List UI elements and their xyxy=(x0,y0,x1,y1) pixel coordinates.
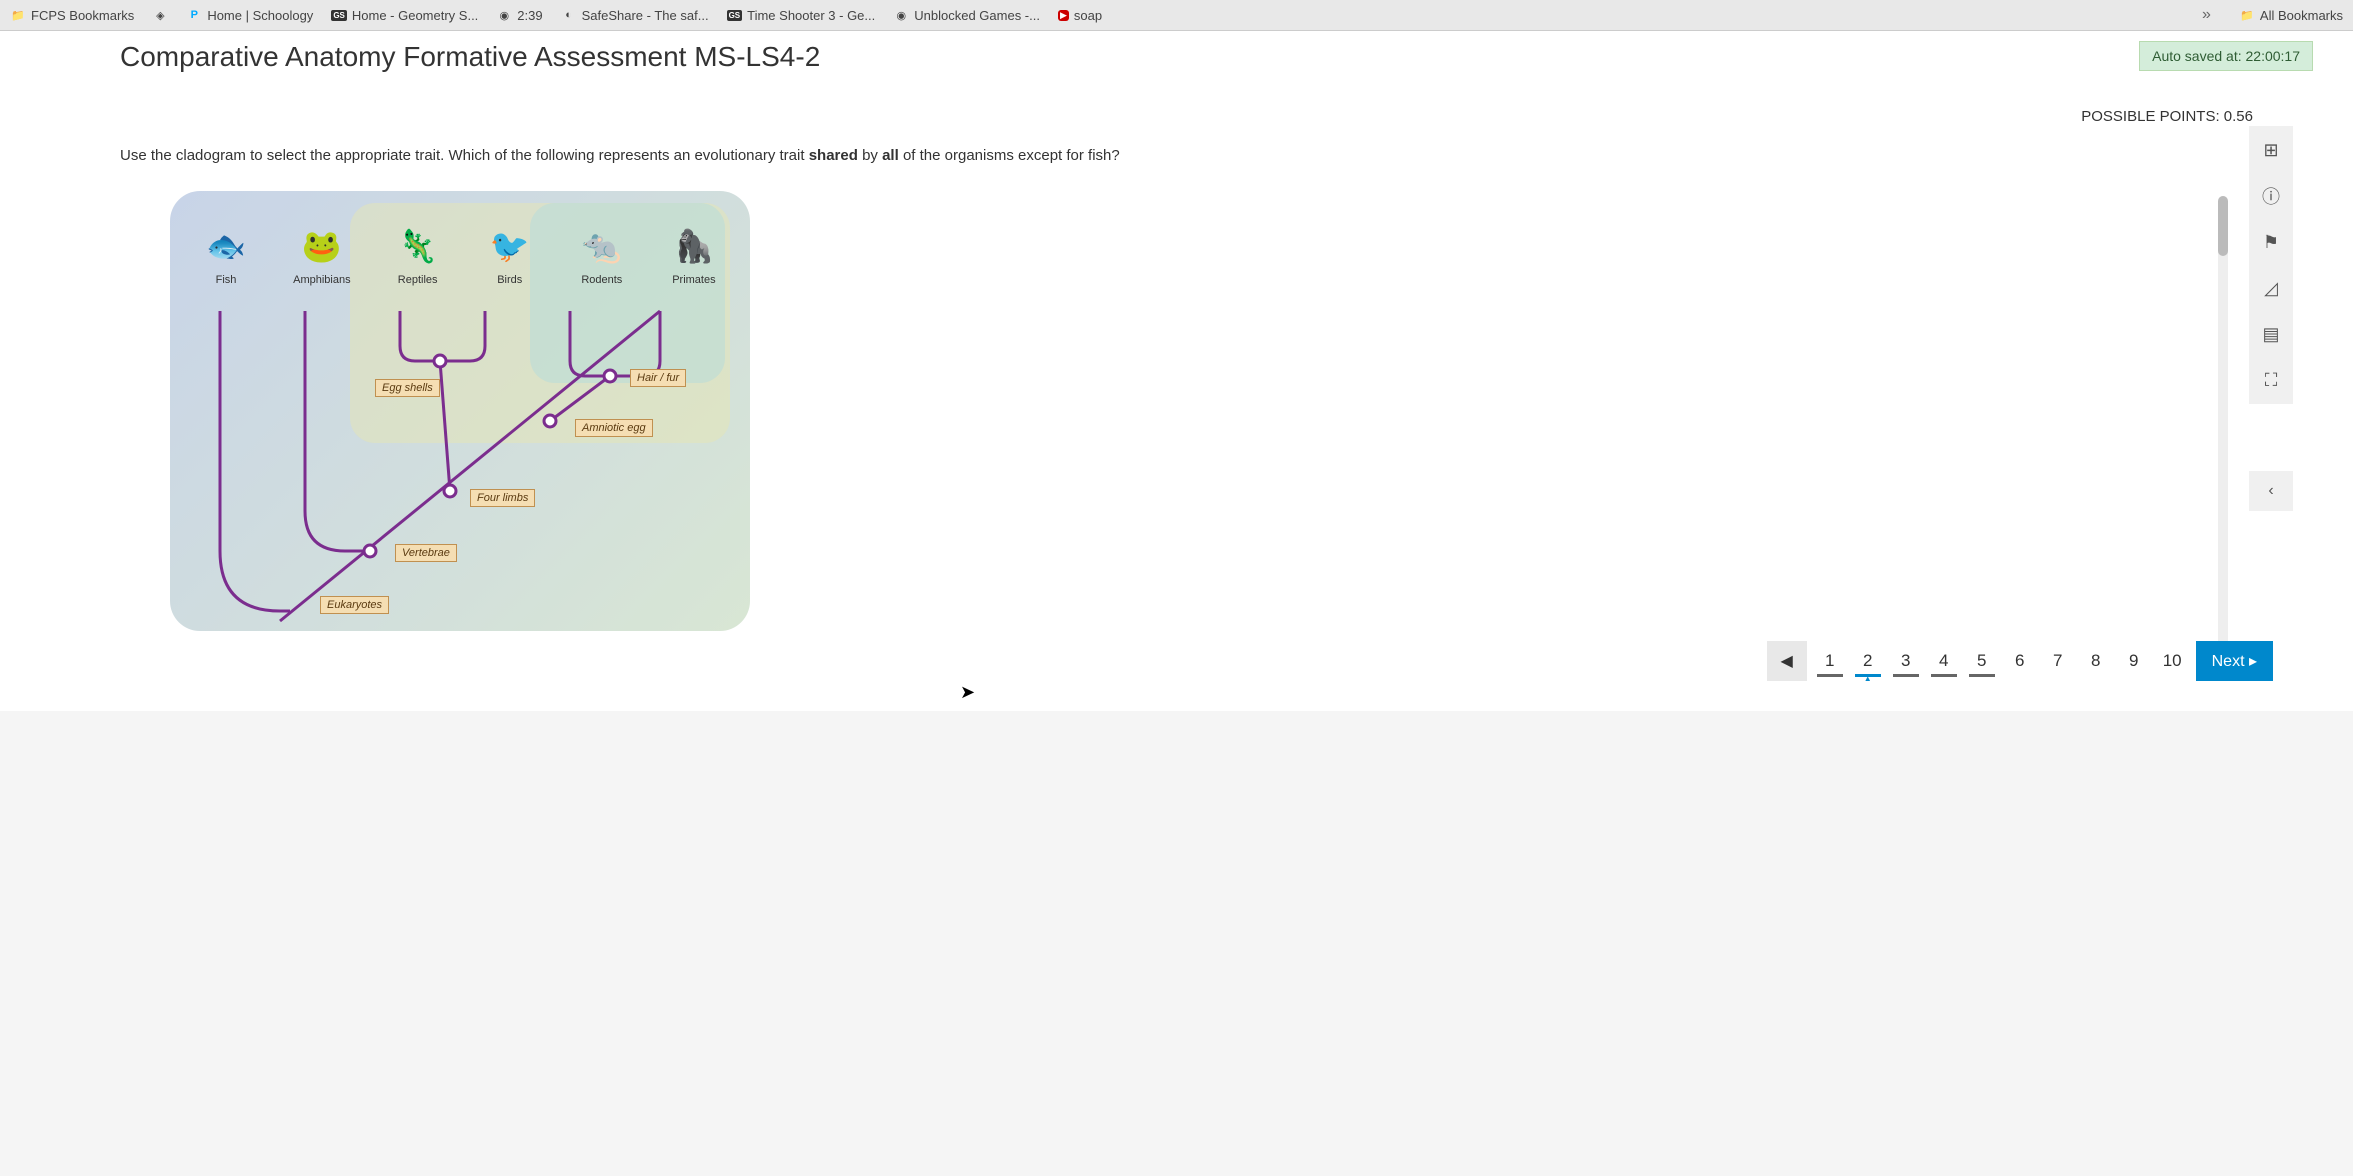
bookmark-239[interactable]: ◉ 2:39 xyxy=(496,7,542,23)
youtube-icon: ▶ xyxy=(1058,10,1069,21)
question-pre: Use the cladogram to select the appropri… xyxy=(120,147,809,164)
nav-prev-button[interactable]: ◀ xyxy=(1767,641,1807,681)
flag-icon[interactable]: ⚑ xyxy=(2259,230,2283,254)
highlight-icon[interactable]: ◿ xyxy=(2259,276,2283,300)
folder-icon: 📁 xyxy=(10,7,26,23)
bookmark-all[interactable]: 📁 All Bookmarks xyxy=(2239,7,2343,23)
gs-icon: GS xyxy=(331,10,347,21)
clock-icon: ◉ xyxy=(496,7,512,23)
organism-birds: 🐦 Birds xyxy=(485,221,535,286)
safeshare-icon: ◐ xyxy=(561,7,577,23)
calculator-icon[interactable]: ⊞ xyxy=(2259,138,2283,162)
bookmark-soap[interactable]: ▶ soap xyxy=(1058,8,1102,23)
nav-question-5[interactable]: 5 xyxy=(1967,641,1997,681)
bookmark-label: Home | Schoology xyxy=(207,8,313,23)
nav-question-7[interactable]: 7 xyxy=(2043,641,2073,681)
question-mid: by xyxy=(858,147,882,164)
misc-icon: ◈ xyxy=(152,7,168,23)
bookmark-chevron[interactable]: » xyxy=(2202,6,2211,24)
bookmark-label: soap xyxy=(1074,8,1102,23)
nav-question-2[interactable]: 2 xyxy=(1853,641,1883,681)
right-toolbar: ⊞ ⓘ ⚑ ◿ ▤ ⛶ xyxy=(2249,126,2293,404)
trait-hair-fur[interactable]: Hair / fur xyxy=(630,369,686,387)
header-row: Comparative Anatomy Formative Assessment… xyxy=(120,41,2313,73)
nav-question-8[interactable]: 8 xyxy=(2081,641,2111,681)
organism-label: Birds xyxy=(497,274,522,286)
bookmark-safeshare[interactable]: ◐ SafeShare - The saf... xyxy=(561,7,709,23)
trait-four-limbs[interactable]: Four limbs xyxy=(470,489,535,507)
trait-egg-shells[interactable]: Egg shells xyxy=(375,379,440,397)
question-nav: ◀ 1 2 3 4 5 6 7 8 9 10 Next ▸ xyxy=(1767,641,2273,681)
cursor-icon: ➤ xyxy=(960,682,975,703)
bookmark-timeshooter[interactable]: GS Time Shooter 3 - Ge... xyxy=(727,8,876,23)
fish-icon: 🐟 xyxy=(201,221,251,271)
autosave-badge: Auto saved at: 22:00:17 xyxy=(2139,41,2313,71)
nav-question-9[interactable]: 9 xyxy=(2119,641,2149,681)
bookmark-geometry[interactable]: GS Home - Geometry S... xyxy=(331,8,478,23)
nav-next-button[interactable]: Next ▸ xyxy=(2196,641,2273,681)
unblocked-icon: ◉ xyxy=(893,7,909,23)
organism-label: Rodents xyxy=(581,274,622,286)
question-b1: shared xyxy=(809,147,858,164)
cladogram: 🐟 Fish 🐸 Amphibians 🦎 Reptiles 🐦 Birds 🐀 xyxy=(170,191,750,631)
assessment-page: Comparative Anatomy Formative Assessment… xyxy=(0,31,2353,711)
organism-label: Primates xyxy=(672,274,715,286)
organism-label: Amphibians xyxy=(293,274,350,286)
bookmark-misc[interactable]: ◈ xyxy=(152,7,168,23)
accessibility-icon[interactable]: ⓘ xyxy=(2259,184,2283,208)
trait-amniotic-egg[interactable]: Amniotic egg xyxy=(575,419,653,437)
organism-label: Fish xyxy=(216,274,237,286)
nav-question-3[interactable]: 3 xyxy=(1891,641,1921,681)
nav-question-4[interactable]: 4 xyxy=(1929,641,1959,681)
gs-icon: GS xyxy=(727,10,743,21)
question-post: of the organisms except for fish? xyxy=(899,147,1120,164)
organism-rodents: 🐀 Rodents xyxy=(577,221,627,286)
scrollbar-thumb[interactable] xyxy=(2218,196,2228,256)
bookmark-label: Unblocked Games -... xyxy=(914,8,1040,23)
bookmark-fcps[interactable]: 📁 FCPS Bookmarks xyxy=(10,7,134,23)
bookmark-label: All Bookmarks xyxy=(2260,8,2343,23)
bookmark-label: 2:39 xyxy=(517,8,542,23)
nav-question-1[interactable]: 1 xyxy=(1815,641,1845,681)
cladogram-container: 🐟 Fish 🐸 Amphibians 🦎 Reptiles 🐦 Birds 🐀 xyxy=(170,191,2313,631)
bookmark-unblocked[interactable]: ◉ Unblocked Games -... xyxy=(893,7,1040,23)
bookmark-bar: 📁 FCPS Bookmarks ◈ P Home | Schoology GS… xyxy=(0,0,2353,31)
trait-vertebrae[interactable]: Vertebrae xyxy=(395,544,457,562)
organism-row: 🐟 Fish 🐸 Amphibians 🦎 Reptiles 🐦 Birds 🐀 xyxy=(180,221,740,286)
question-text: Use the cladogram to select the appropri… xyxy=(120,145,2313,166)
bookmark-schoology[interactable]: P Home | Schoology xyxy=(186,7,313,23)
organism-fish: 🐟 Fish xyxy=(201,221,251,286)
bookmark-label: SafeShare - The saf... xyxy=(582,8,709,23)
gorilla-icon: 🦍 xyxy=(669,221,719,271)
organism-primates: 🦍 Primates xyxy=(669,221,719,286)
possible-points: POSSIBLE POINTS: 0.56 xyxy=(120,108,2313,125)
bookmark-label: Time Shooter 3 - Ge... xyxy=(747,8,875,23)
notes-icon[interactable]: ▤ xyxy=(2259,322,2283,346)
organism-reptiles: 🦎 Reptiles xyxy=(393,221,443,286)
nav-question-6[interactable]: 6 xyxy=(2005,641,2035,681)
nav-question-10[interactable]: 10 xyxy=(2157,641,2188,681)
question-b2: all xyxy=(882,147,899,164)
bookmark-label: FCPS Bookmarks xyxy=(31,8,134,23)
collapse-toolbar-button[interactable]: ‹ xyxy=(2249,471,2293,511)
schoology-icon: P xyxy=(186,7,202,23)
bird-icon: 🐦 xyxy=(485,221,535,271)
trait-eukaryotes[interactable]: Eukaryotes xyxy=(320,596,389,614)
fullscreen-icon[interactable]: ⛶ xyxy=(2259,368,2283,392)
frog-icon: 🐸 xyxy=(297,221,347,271)
folder-icon: 📁 xyxy=(2239,7,2255,23)
scrollbar[interactable] xyxy=(2218,196,2228,676)
organism-label: Reptiles xyxy=(398,274,438,286)
bookmark-label: Home - Geometry S... xyxy=(352,8,478,23)
assessment-title: Comparative Anatomy Formative Assessment… xyxy=(120,41,820,73)
lizard-icon: 🦎 xyxy=(393,221,443,271)
rat-icon: 🐀 xyxy=(577,221,627,271)
organism-amphibians: 🐸 Amphibians xyxy=(293,221,350,286)
